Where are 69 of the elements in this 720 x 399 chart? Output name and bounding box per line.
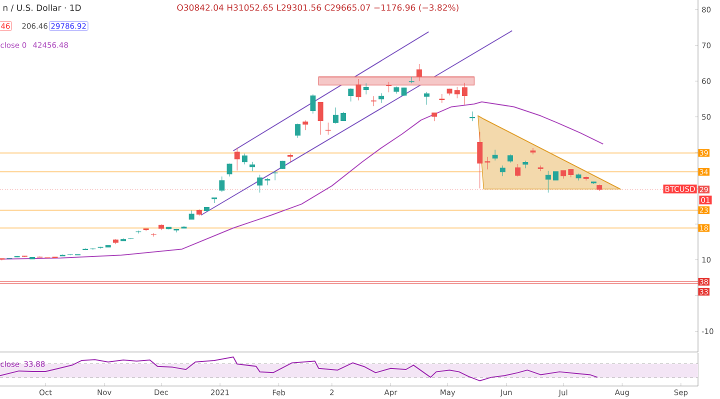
candlestick bbox=[538, 165, 544, 172]
candlestick bbox=[250, 162, 255, 172]
candlestick bbox=[492, 149, 498, 161]
candlestick bbox=[219, 176, 225, 192]
candlestick bbox=[295, 123, 301, 138]
candlestick bbox=[98, 246, 104, 249]
candlestick bbox=[143, 228, 149, 232]
candlestick bbox=[590, 181, 596, 184]
candlestick bbox=[226, 163, 232, 177]
candlestick bbox=[272, 170, 278, 181]
candlestick bbox=[333, 107, 338, 124]
candlestick bbox=[530, 148, 536, 155]
candlestick bbox=[257, 174, 263, 193]
candlestick bbox=[394, 86, 400, 94]
candlestick bbox=[462, 82, 468, 105]
candlestick bbox=[356, 78, 362, 101]
candlestick bbox=[166, 226, 172, 230]
candlestick bbox=[477, 132, 483, 189]
candlestick bbox=[136, 230, 142, 234]
candlestick bbox=[401, 87, 407, 96]
candlestick bbox=[242, 153, 248, 165]
annotation: n / U.S. Dollar · 1D bbox=[3, 4, 81, 12]
candlestick bbox=[583, 176, 589, 181]
candlestick bbox=[302, 120, 308, 130]
candlestick bbox=[150, 232, 156, 237]
candlestick bbox=[454, 86, 460, 99]
candlestick bbox=[112, 238, 118, 244]
candlestick bbox=[522, 160, 528, 169]
candlestick bbox=[363, 83, 369, 95]
candlestick bbox=[515, 164, 521, 177]
candlestick bbox=[204, 206, 210, 212]
candlestick bbox=[234, 148, 240, 171]
candlestick bbox=[188, 210, 194, 220]
candlestick bbox=[508, 154, 513, 163]
candlestick bbox=[340, 112, 346, 122]
candlestick bbox=[280, 160, 286, 170]
candlestick bbox=[212, 197, 218, 204]
candlestick bbox=[560, 170, 566, 179]
candlestick bbox=[325, 122, 331, 135]
candlestick bbox=[386, 82, 392, 92]
candlestick bbox=[174, 228, 180, 233]
candlestick bbox=[378, 93, 384, 104]
candlestick bbox=[318, 102, 324, 135]
candlestick bbox=[287, 153, 293, 162]
candlestick bbox=[90, 248, 96, 250]
candlestick bbox=[0, 258, 5, 261]
candlestick bbox=[120, 238, 126, 242]
candlestick bbox=[30, 256, 35, 260]
candlestick bbox=[181, 226, 187, 229]
candlestick bbox=[484, 156, 490, 170]
candlestick bbox=[424, 92, 430, 105]
candlestick bbox=[158, 224, 164, 230]
candlestick bbox=[500, 165, 506, 176]
candlestick bbox=[439, 94, 445, 104]
candlestick bbox=[446, 88, 452, 96]
candlestick bbox=[416, 64, 422, 82]
candlestick bbox=[470, 111, 476, 122]
candlestick bbox=[553, 171, 558, 180]
candlestick bbox=[545, 170, 551, 193]
candlestick bbox=[370, 96, 376, 106]
candlestick bbox=[576, 173, 582, 181]
candlestick bbox=[568, 169, 574, 178]
candlestick bbox=[196, 209, 202, 216]
candlestick bbox=[348, 88, 354, 102]
candlestick bbox=[264, 178, 270, 186]
candlestick bbox=[310, 94, 316, 114]
candlestick bbox=[432, 112, 438, 122]
annotation: O30842.04 H31052.65 L29301.56 C29665.07 −1176.96 (−3.82%) bbox=[177, 4, 458, 12]
candlestick bbox=[408, 76, 414, 84]
